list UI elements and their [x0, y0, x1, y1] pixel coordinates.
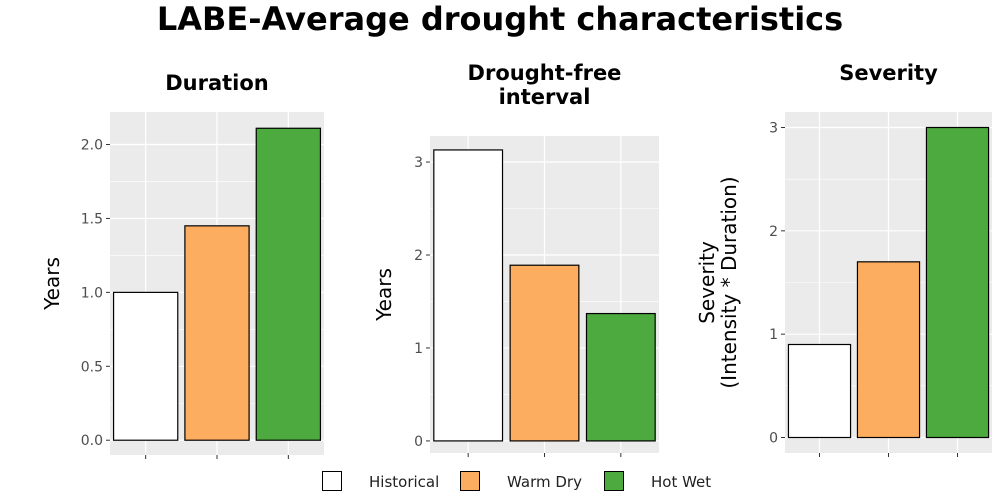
panel-3-bar-warm-dry — [856, 261, 921, 439]
panel-3-y-tick-label: 1 — [769, 327, 778, 343]
panel-3-y-tick-label: 0 — [769, 431, 778, 447]
legend-label-warm-dry: Warm Dry — [507, 473, 582, 491]
panel-2-title: Drought-free interval — [468, 61, 622, 109]
panel-2-y-tick-label: 2 — [414, 248, 423, 264]
panel-1-y-axis-label: Years — [40, 257, 64, 311]
panel-3-y-axis-label: Severity(Intensity * Duration) — [695, 176, 741, 388]
panel-1-y-tick-label: 1.0 — [81, 285, 103, 301]
panel-2-bar-warm-dry — [509, 264, 580, 442]
panel-2-y-tick-label: 1 — [414, 341, 423, 357]
panel-3-y-tick-label: 3 — [769, 121, 778, 137]
panel-1-bar-warm-dry — [184, 225, 250, 441]
legend-label-hot-wet: Hot Wet — [651, 473, 712, 491]
panel-3-bar-hot-wet — [925, 126, 990, 439]
panel-3-title: Severity — [839, 61, 938, 85]
panel-1-title: Duration — [165, 71, 269, 95]
panel-2-bar-hot-wet — [585, 312, 656, 442]
panel-1-y-tick-label: 0.0 — [81, 433, 103, 449]
legend-key-hot-wet — [604, 471, 624, 491]
legend-label-historical: Historical — [369, 473, 440, 491]
panel-2-y-axis-label: Years — [372, 268, 396, 322]
page-title: LABE-Average drought characteristics — [156, 0, 844, 38]
panel-1-bar-hot-wet — [255, 127, 322, 441]
panel-3-bar-historical — [787, 343, 852, 439]
panel-3-y-tick-label: 2 — [769, 224, 778, 240]
panel-1-y-tick-label: 1.5 — [81, 211, 103, 227]
panel-1-y-tick-label: 2.0 — [81, 138, 103, 154]
chart-canvas: 0.0 0.5 1.0 1.5 2.0 Duration Years 0 1 2 3 Drought-… — [40, 61, 992, 459]
legend-key-historical — [322, 471, 342, 491]
legend-key-warm-dry — [460, 471, 480, 491]
legend: Historical Warm Dry Hot Wet — [0, 471, 1000, 495]
panel-2-y-tick-label: 0 — [414, 434, 423, 450]
panel-2-y-tick-label: 3 — [414, 155, 423, 171]
panel-1-y-tick-label: 0.5 — [81, 359, 103, 375]
panel-2-bar-historical — [433, 149, 504, 442]
panel-1-bar-historical — [112, 291, 179, 441]
